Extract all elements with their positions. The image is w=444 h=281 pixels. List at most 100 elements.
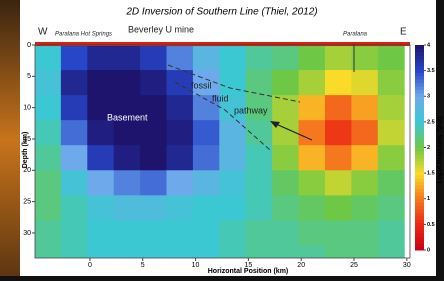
- edge-strip: [0, 276, 444, 281]
- heat-cell: [167, 170, 194, 196]
- colorbar-segment: [415, 100, 424, 104]
- heat-cell: [87, 195, 114, 221]
- colorbar-segment: [415, 144, 424, 148]
- colorbar-segment: [415, 66, 424, 70]
- heat-cell: [378, 145, 405, 171]
- heat-cell: [351, 195, 378, 221]
- heat-cell: [299, 170, 326, 196]
- x-tick-label: 15: [244, 262, 252, 269]
- colorbar-segment: [415, 110, 424, 114]
- heat-cell: [219, 45, 246, 71]
- heat-cell: [193, 220, 220, 246]
- x-tick-label: 5: [141, 262, 145, 269]
- y-tick-label: 15: [23, 136, 31, 143]
- heat-cell: [325, 70, 352, 96]
- heatmap: [34, 45, 404, 271]
- colorbar-segment: [415, 161, 424, 165]
- annotation: pathway: [234, 105, 268, 115]
- heat-cell: [219, 220, 246, 246]
- colorbar-segment: [415, 45, 424, 49]
- colorbar-tick-label: 1.5: [427, 171, 435, 177]
- heat-cell: [34, 220, 61, 246]
- colorbar-tick-label: 3: [427, 94, 430, 100]
- colorbar-segment: [415, 230, 424, 234]
- heat-cell: [378, 195, 405, 221]
- x-tick-label: 0: [88, 262, 92, 269]
- heat-cell: [246, 195, 273, 221]
- annotation: W: [38, 27, 48, 38]
- heat-cell: [61, 220, 88, 246]
- heat-cell: [167, 45, 194, 71]
- photo-strip: [0, 0, 20, 281]
- colorbar-segment: [415, 86, 424, 90]
- heat-cell: [325, 170, 352, 196]
- chart-title: 2D Inversion of Southern Line (Thiel, 20…: [125, 7, 317, 18]
- heat-cell: [87, 120, 114, 146]
- colorbar-segment: [415, 52, 424, 56]
- heat-cell: [299, 70, 326, 96]
- heat-cell: [167, 145, 194, 171]
- x-axis-label: Horizontal Position (km): [208, 268, 289, 275]
- y-tick-label: 5: [27, 73, 31, 80]
- colorbar-segment: [415, 72, 424, 76]
- heat-cell: [140, 70, 167, 96]
- heat-cell: [61, 195, 88, 221]
- heat-cell: [61, 145, 88, 171]
- x-tick-label: 10: [192, 262, 200, 269]
- heat-cell: [246, 120, 273, 146]
- colorbar-segment: [415, 192, 424, 196]
- heat-cell: [246, 70, 273, 96]
- colorbar-segment: [415, 69, 424, 73]
- colorbar-tick-label: 3.5: [427, 68, 435, 74]
- heat-cell: [140, 195, 167, 221]
- heat-cell: [351, 220, 378, 246]
- heat-cell: [325, 45, 352, 71]
- colorbar-segment: [415, 79, 424, 83]
- heat-cell: [378, 70, 405, 96]
- heat-cell: [351, 170, 378, 196]
- heat-cell: [219, 145, 246, 171]
- x-tick-label: 25: [350, 262, 358, 269]
- heat-cell: [61, 120, 88, 146]
- heat-cell: [325, 220, 352, 246]
- heat-cell: [87, 145, 114, 171]
- heat-cell: [351, 145, 378, 171]
- heat-cell: [87, 170, 114, 196]
- colorbar-segment: [415, 96, 424, 100]
- colorbar-segment: [415, 236, 424, 240]
- heat-cell: [378, 95, 405, 121]
- heat-cell: [378, 120, 405, 146]
- colorbar-segment: [415, 137, 424, 141]
- colorbar-segment: [415, 223, 424, 227]
- colorbar-segment: [415, 168, 424, 172]
- colorbar-segment: [415, 134, 424, 138]
- heat-cell: [272, 195, 299, 221]
- heat-cell: [378, 170, 405, 196]
- colorbar-segment: [415, 120, 424, 124]
- heat-cell: [61, 170, 88, 196]
- colorbar-tick-label: 1: [427, 196, 430, 202]
- heat-cell: [351, 95, 378, 121]
- heat-cell: [34, 120, 61, 146]
- heat-cell: [167, 220, 194, 246]
- heat-cell: [219, 170, 246, 196]
- colorbar-segment: [415, 209, 424, 213]
- heat-cell: [34, 195, 61, 221]
- heat-cell: [325, 120, 352, 146]
- colorbar-segment: [415, 117, 424, 121]
- colorbar-segment: [415, 93, 424, 97]
- heat-cell: [325, 195, 352, 221]
- colorbar-segment: [415, 76, 424, 80]
- y-tick-label: 0: [27, 42, 31, 49]
- figure: 2D Inversion of Southern Line (Thiel, 20…: [0, 0, 444, 281]
- colorbar-tick-label: 2.5: [427, 119, 435, 125]
- heat-cell: [378, 45, 405, 71]
- colorbar-segment: [415, 89, 424, 93]
- heat-cell: [114, 70, 141, 96]
- colorbar-tick-label: 0: [427, 247, 430, 253]
- y-tick-label: 30: [23, 230, 31, 237]
- annotation: E: [400, 27, 407, 38]
- colorbar-segment: [415, 151, 424, 155]
- colorbar-tick-label: 0.5: [427, 222, 435, 228]
- heat-cell: [325, 95, 352, 121]
